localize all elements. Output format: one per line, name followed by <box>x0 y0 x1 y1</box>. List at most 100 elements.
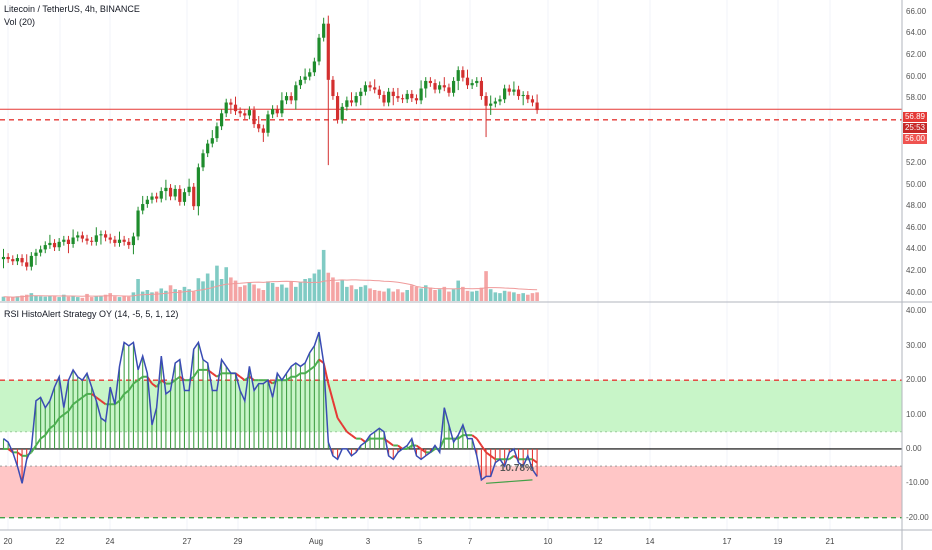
volume-bar <box>113 296 117 301</box>
volume-bar <box>196 278 201 301</box>
candle-body <box>266 114 270 133</box>
volume-bar <box>284 287 289 301</box>
signal-line-segment <box>127 383 135 392</box>
candle-body <box>25 262 29 267</box>
volume-bar <box>465 290 470 301</box>
candle-body <box>252 110 256 125</box>
signal-line-segment <box>336 417 344 426</box>
volume-bar <box>488 289 493 301</box>
signal-line-segment <box>531 458 538 464</box>
rsi-tick: 20.00 <box>906 375 927 385</box>
symbol-title[interactable]: Litecoin / TetherUS, 4h, BINANCE <box>4 4 140 14</box>
price-tick: 44.00 <box>906 244 927 254</box>
candle-body <box>168 187 173 197</box>
annotation-arrow <box>486 479 533 484</box>
volume-bar <box>80 297 85 301</box>
volume-bars <box>1 249 539 301</box>
rsi-line <box>3 331 538 484</box>
percent-annotation[interactable]: 10.78% <box>500 463 534 474</box>
candle-body <box>76 235 80 238</box>
candle-body <box>206 143 210 154</box>
candle-body <box>229 102 233 105</box>
rsi-lines <box>3 331 538 484</box>
signal-line-segment <box>350 434 357 440</box>
volume-bar <box>368 288 372 301</box>
volume-bar <box>303 279 307 301</box>
volume-bar <box>205 273 210 301</box>
candle-body <box>145 199 149 205</box>
candle-body <box>173 188 177 197</box>
volume-bar <box>433 290 437 301</box>
candle-body <box>127 241 131 246</box>
candle-body <box>349 100 354 103</box>
volume-bar <box>108 293 113 301</box>
signal-line-segment <box>313 359 320 367</box>
volume-bar <box>391 291 396 301</box>
volume-bar <box>29 293 34 301</box>
volume-bar <box>410 285 414 301</box>
candle-body <box>57 241 61 248</box>
candle-body <box>298 79 303 86</box>
volume-bar <box>321 249 326 301</box>
time-tick: 17 <box>722 537 732 546</box>
volume-bar <box>38 296 43 301</box>
signal-line-segment <box>490 455 496 461</box>
rsi-tick: 30.00 <box>906 340 927 350</box>
volume-bar <box>136 279 140 301</box>
candle-body <box>331 79 335 97</box>
volume-bar <box>363 285 368 301</box>
candle-body <box>71 237 75 244</box>
signal-line-segment <box>95 396 102 402</box>
indicator-label[interactable]: RSI HistoAlert Strategy OY (14, -5, 5, 1… <box>4 309 179 319</box>
signal-line-segment <box>174 375 181 381</box>
candle-body <box>433 83 437 90</box>
signal-line-segment <box>211 372 218 378</box>
volume-bar <box>201 281 205 301</box>
signal-line-segment <box>485 451 492 457</box>
rsi-tick: -10.00 <box>906 478 929 488</box>
volume-bar <box>173 289 177 301</box>
volume-bar <box>382 291 386 301</box>
volume-bar <box>215 265 219 301</box>
candle-body <box>192 186 196 207</box>
rsi-zones <box>0 379 902 519</box>
candle-body <box>210 138 214 144</box>
signal-line-segment <box>137 375 144 381</box>
volume-bar <box>238 286 242 301</box>
candle-body <box>294 85 298 101</box>
volume-bar <box>428 287 433 301</box>
time-tick: 29 <box>233 537 243 546</box>
volume-bar <box>229 277 233 301</box>
candle-body <box>52 242 57 248</box>
volume-bar <box>62 294 66 301</box>
candle-body <box>405 93 409 100</box>
volume-bar <box>66 296 71 301</box>
candle-body <box>340 106 344 120</box>
price-tick: 58.00 <box>906 93 927 103</box>
time-tick: 10 <box>543 537 553 546</box>
signal-line-segment <box>341 424 348 433</box>
candle-body <box>271 109 275 115</box>
volume-bar <box>317 269 321 301</box>
candle-body <box>479 80 484 97</box>
candle-body <box>164 187 168 192</box>
signal-line-segment <box>30 444 37 453</box>
candle-body <box>155 196 159 199</box>
volume-label[interactable]: Vol (20) <box>4 17 36 27</box>
volume-bar <box>20 295 24 301</box>
time-tick: 20 <box>3 537 13 546</box>
volume-bar <box>307 278 312 301</box>
volume-bar <box>507 291 512 301</box>
volume-bar <box>479 287 484 301</box>
signal-line-segment <box>295 372 302 378</box>
volume-bar <box>493 292 498 301</box>
candle-body <box>521 94 525 97</box>
signal-line-segment <box>406 444 413 450</box>
candle-body <box>447 87 451 93</box>
signal-line-segment <box>508 455 515 461</box>
volume-bar <box>396 289 400 301</box>
volume-bar <box>386 288 391 301</box>
signal-line-segment <box>100 400 107 406</box>
price-tick: 46.00 <box>906 222 927 232</box>
